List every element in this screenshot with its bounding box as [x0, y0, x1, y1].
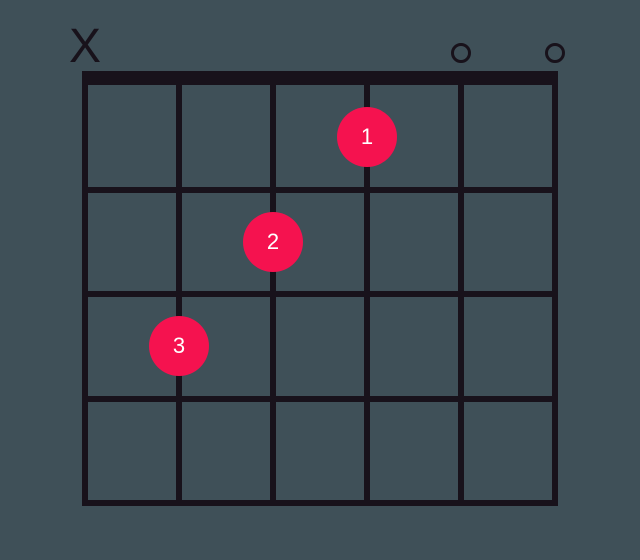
fret-line [82, 187, 558, 193]
muted-string-marker: X [69, 19, 101, 74]
fret-line [82, 500, 558, 506]
finger-position: 2 [243, 212, 303, 272]
nut [82, 71, 558, 85]
finger-position: 3 [149, 316, 209, 376]
finger-position: 1 [337, 107, 397, 167]
fret-line [82, 396, 558, 402]
open-string-marker [545, 43, 565, 63]
chord-diagram: X 123 [0, 0, 640, 560]
fret-line [82, 291, 558, 297]
open-string-marker [451, 43, 471, 63]
